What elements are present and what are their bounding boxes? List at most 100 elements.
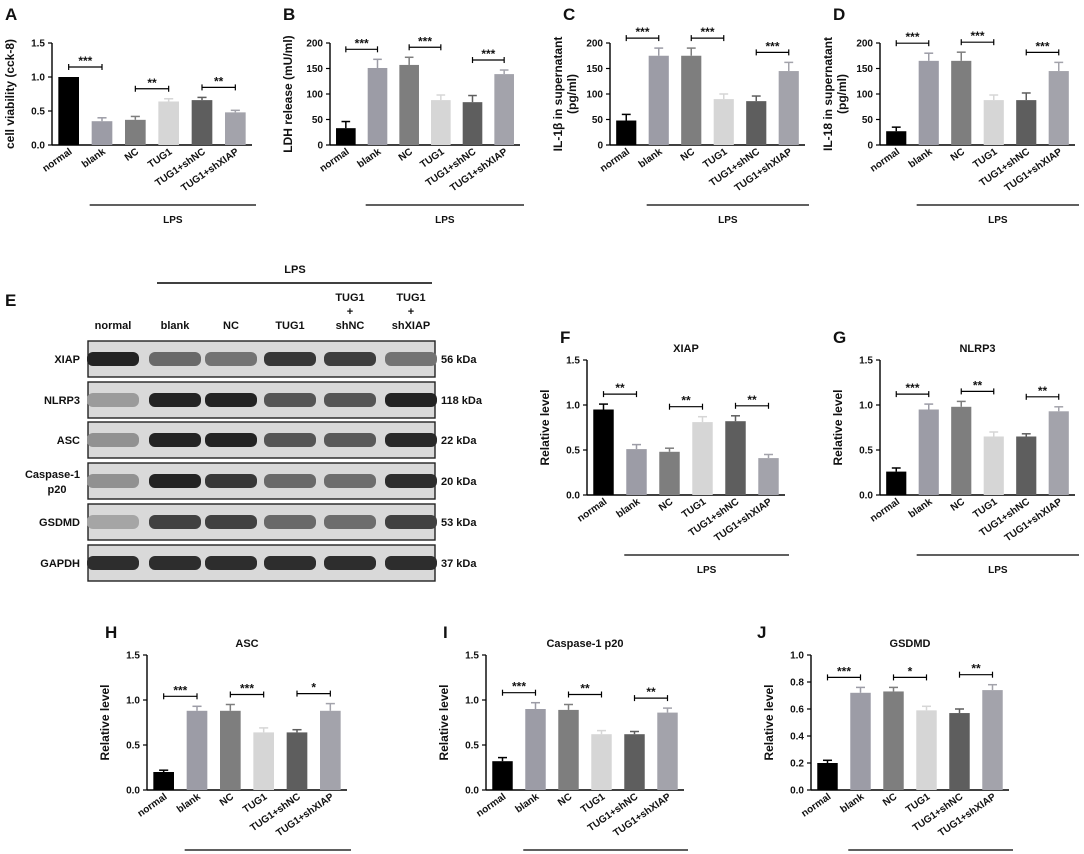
y-tick-label: 1.0 (465, 696, 479, 707)
y-axis-label-line2: (pg/ml) (565, 74, 579, 114)
bar-NC (558, 709, 579, 790)
blot-band (205, 352, 257, 366)
bar-chart-D: D 0 50 100 150 200 IL-18 in supernatant (pg/ml)… (821, 5, 1079, 226)
lane-label: shXIAP (392, 320, 431, 332)
panel-label-A: A (5, 5, 17, 24)
category-label: NC (949, 146, 967, 163)
category-label: blank (175, 791, 203, 815)
category-label: NC (657, 496, 675, 513)
significance-label: *** (765, 39, 779, 53)
category-label: NC (397, 146, 415, 163)
y-tick-label: 150 (586, 64, 603, 75)
category-label: NC (949, 496, 967, 513)
y-tick-label: 50 (312, 115, 324, 126)
panel-label-D: D (833, 5, 845, 24)
y-tick-label: 100 (586, 90, 603, 101)
bar-blank (186, 710, 208, 790)
significance-label: *** (970, 29, 984, 43)
y-tick-label: 0.2 (790, 759, 804, 770)
bar-normal (886, 131, 907, 145)
bar-TUG1 (158, 101, 179, 145)
significance-label: *** (700, 25, 714, 39)
y-tick-label: 1.0 (566, 401, 580, 412)
y-tick-label: 1.5 (465, 651, 479, 662)
significance-label: * (311, 681, 316, 695)
bar-normal (492, 761, 513, 790)
significance-label: ** (747, 393, 757, 407)
significance-label: ** (971, 662, 981, 676)
group-label: LPS (988, 565, 1008, 576)
blot-band (205, 515, 257, 529)
category-label: TUG1+shXIAP (274, 791, 336, 839)
y-tick-label: 1.5 (126, 651, 140, 662)
molecular-weight-label: 37 kDa (441, 558, 477, 570)
significance-label: * (908, 664, 913, 678)
bar-TUG1+shNC (746, 101, 767, 145)
blot-band (87, 433, 139, 447)
bar-chart-H: H ASC 0.0 0.5 1.0 1.5 Relative level normal blan… (98, 623, 351, 851)
category-label: blank (514, 791, 542, 815)
lane-label: shNC (336, 320, 365, 332)
y-tick-label: 0.4 (790, 732, 804, 743)
blot-band (87, 352, 139, 366)
chart-title: NLRP3 (959, 343, 995, 355)
bar-TUG1+shNC (624, 734, 645, 790)
lane-label: + (408, 306, 414, 318)
blot-band (264, 433, 316, 447)
blot-band (385, 474, 437, 488)
blot-band (324, 556, 376, 570)
category-label: NC (123, 146, 141, 163)
significance-label: ** (646, 685, 656, 699)
category-label: normal (475, 791, 509, 819)
lane-label: + (347, 306, 353, 318)
bar-chart-I: I Caspase-1 p20 0.0 0.5 1.0 1.5 Relative level… (437, 623, 688, 851)
category-label: TUG1+shXIAP (1003, 496, 1065, 544)
bar-normal (593, 409, 614, 495)
blot-strip (87, 421, 436, 459)
blot-band (264, 393, 316, 407)
y-tick-label: 0.0 (465, 786, 479, 797)
bar-TUG1+shXIAP (657, 712, 678, 790)
y-tick-label: 200 (856, 39, 873, 50)
bar-blank (918, 60, 939, 145)
y-tick-label: 0 (317, 141, 323, 152)
y-tick-label: 50 (592, 115, 604, 126)
category-label: normal (868, 496, 902, 524)
significance-label: ** (147, 76, 157, 90)
y-tick-label: 0.0 (790, 786, 804, 797)
bar-blank (626, 449, 647, 495)
blot-band (324, 433, 376, 447)
bar-normal (58, 77, 79, 145)
blot-band (149, 352, 201, 366)
y-tick-label: 200 (306, 39, 323, 50)
significance-label: *** (78, 54, 92, 68)
bar-TUG1+shNC (1016, 100, 1037, 145)
category-label: normal (41, 146, 75, 174)
y-tick-label: 0.8 (790, 678, 804, 689)
protein-label: GSDMD (39, 517, 80, 529)
bar-TUG1+shXIAP (320, 710, 341, 790)
y-axis-label: Relative level (538, 389, 552, 465)
chart-title: ASC (235, 638, 258, 650)
significance-label: *** (173, 683, 187, 697)
significance-label: *** (355, 36, 369, 50)
bar-TUG1+shXIAP (778, 71, 799, 145)
protein-label: Caspase-1 (25, 469, 80, 481)
bar-TUG1+shNC (1016, 436, 1037, 495)
y-axis-label: cell viability (cck-8) (3, 39, 17, 149)
lane-label: NC (223, 320, 239, 332)
molecular-weight-label: 53 kDa (441, 517, 477, 529)
category-label: blank (839, 791, 867, 815)
blot-band (205, 556, 257, 570)
bar-TUG1 (253, 732, 274, 790)
bar-NC (399, 64, 419, 145)
lane-label: TUG1 (275, 320, 304, 332)
bar-normal (153, 772, 174, 790)
lane-label: normal (95, 320, 132, 332)
lane-label: TUG1 (335, 292, 364, 304)
panel-label-G: G (833, 328, 846, 347)
bar-TUG1+shXIAP (225, 112, 246, 145)
bar-TUG1+shNC (286, 732, 308, 790)
significance-label: ** (681, 394, 691, 408)
group-label: LPS (435, 215, 455, 226)
